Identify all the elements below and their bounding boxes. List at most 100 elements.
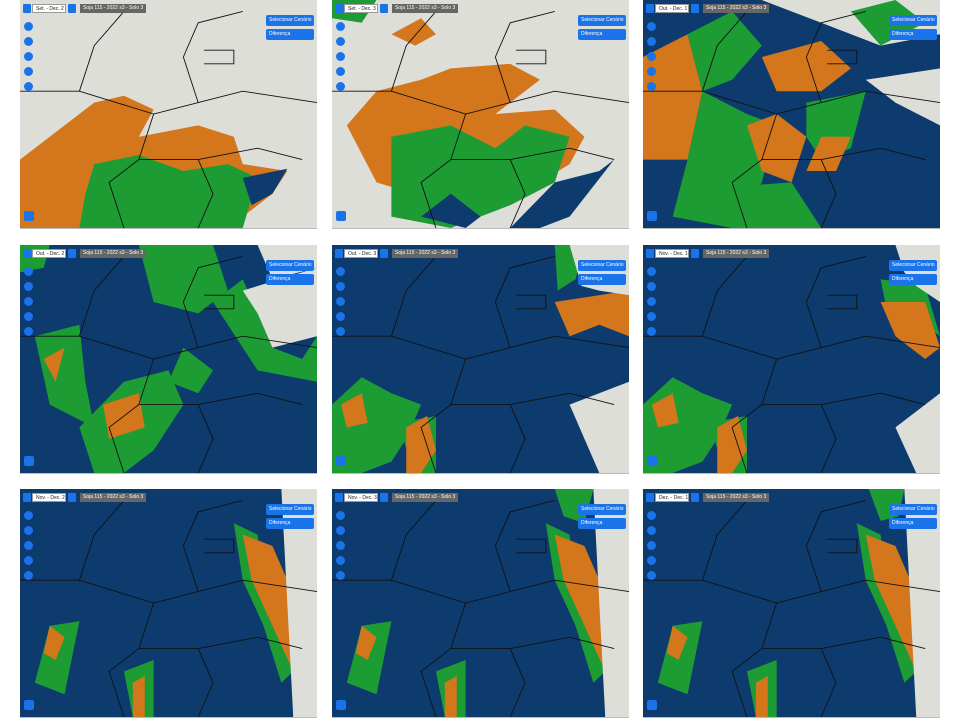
map-tool-button[interactable] — [647, 67, 656, 76]
map-tool-button[interactable] — [24, 297, 33, 306]
map-tool-button[interactable] — [336, 327, 345, 336]
action-button[interactable]: Diferença — [578, 518, 626, 529]
chat-button[interactable] — [647, 211, 657, 221]
period-select[interactable]: Set. - Dec. 2 — [32, 4, 66, 13]
next-button[interactable] — [691, 249, 699, 258]
action-button[interactable]: Diferença — [889, 29, 937, 40]
prev-button[interactable] — [646, 493, 654, 502]
action-button[interactable]: Diferença — [889, 274, 937, 285]
action-button[interactable]: Selecionar Cenário — [578, 15, 626, 26]
map-tool-button[interactable] — [336, 526, 345, 535]
prev-button[interactable] — [646, 4, 654, 13]
prev-button[interactable] — [23, 249, 31, 258]
chat-button[interactable] — [336, 700, 346, 710]
map-tool-button[interactable] — [336, 82, 345, 91]
map-tool-button[interactable] — [647, 556, 656, 565]
prev-button[interactable] — [23, 493, 31, 502]
next-button[interactable] — [380, 493, 388, 502]
action-button[interactable]: Diferença — [266, 274, 314, 285]
action-button[interactable]: Diferença — [578, 29, 626, 40]
map-tool-button[interactable] — [24, 312, 33, 321]
chat-button[interactable] — [647, 456, 657, 466]
map-tool-button[interactable] — [647, 541, 656, 550]
period-select[interactable]: Out. - Dec. 1 — [655, 4, 689, 13]
next-button[interactable] — [68, 493, 76, 502]
map-tool-button[interactable] — [24, 556, 33, 565]
period-select[interactable]: Out. - Dec. 3 — [344, 249, 378, 258]
map-tool-button[interactable] — [647, 82, 656, 91]
map-tool-button[interactable] — [647, 22, 656, 31]
chat-button[interactable] — [24, 211, 34, 221]
map-tool-button[interactable] — [24, 37, 33, 46]
prev-button[interactable] — [23, 4, 31, 13]
map-tool-button[interactable] — [647, 571, 656, 580]
map-tool-button[interactable] — [24, 282, 33, 291]
chat-button[interactable] — [647, 700, 657, 710]
map-tool-button[interactable] — [336, 67, 345, 76]
map-tool-button[interactable] — [24, 267, 33, 276]
period-select[interactable]: Out. - Dec. 2 — [32, 249, 66, 258]
chat-button[interactable] — [24, 456, 34, 466]
prev-button[interactable] — [335, 4, 343, 13]
map-tool-button[interactable] — [647, 327, 656, 336]
map-tool-button[interactable] — [647, 282, 656, 291]
map-tool-button[interactable] — [24, 526, 33, 535]
action-button[interactable]: Selecionar Cenário — [578, 504, 626, 515]
action-button[interactable]: Selecionar Cenário — [266, 504, 314, 515]
map-tool-button[interactable] — [336, 267, 345, 276]
map-tool-button[interactable] — [336, 556, 345, 565]
map-tool-button[interactable] — [336, 297, 345, 306]
period-select[interactable]: Nov. - Dec. 1 — [655, 249, 689, 258]
period-select[interactable]: Set. - Dec. 3 — [344, 4, 378, 13]
action-button[interactable]: Diferença — [266, 518, 314, 529]
map-tool-button[interactable] — [336, 541, 345, 550]
prev-button[interactable] — [335, 493, 343, 502]
map-tool-button[interactable] — [336, 22, 345, 31]
map[interactable] — [332, 489, 629, 717]
map-tool-button[interactable] — [24, 327, 33, 336]
map[interactable] — [643, 0, 940, 228]
action-button[interactable]: Selecionar Cenário — [889, 504, 937, 515]
action-button[interactable]: Selecionar Cenário — [889, 15, 937, 26]
period-select[interactable]: Dez. - Dec. 1 — [655, 493, 689, 502]
map-tool-button[interactable] — [24, 52, 33, 61]
next-button[interactable] — [691, 493, 699, 502]
map-tool-button[interactable] — [24, 571, 33, 580]
prev-button[interactable] — [335, 249, 343, 258]
next-button[interactable] — [380, 249, 388, 258]
next-button[interactable] — [380, 4, 388, 13]
next-button[interactable] — [68, 249, 76, 258]
action-button[interactable]: Diferença — [578, 274, 626, 285]
action-button[interactable]: Diferença — [266, 29, 314, 40]
map-tool-button[interactable] — [336, 571, 345, 580]
action-button[interactable]: Selecionar Cenário — [578, 260, 626, 271]
map-tool-button[interactable] — [24, 82, 33, 91]
next-button[interactable] — [691, 4, 699, 13]
map-tool-button[interactable] — [647, 526, 656, 535]
map-tool-button[interactable] — [336, 511, 345, 520]
map-tool-button[interactable] — [647, 297, 656, 306]
map-tool-button[interactable] — [647, 52, 656, 61]
map-tool-button[interactable] — [336, 312, 345, 321]
map-tool-button[interactable] — [24, 541, 33, 550]
map-tool-button[interactable] — [647, 37, 656, 46]
map[interactable] — [20, 489, 317, 717]
map-tool-button[interactable] — [647, 267, 656, 276]
prev-button[interactable] — [646, 249, 654, 258]
period-select[interactable]: Nov. - Dec. 2 — [32, 493, 66, 502]
chat-button[interactable] — [24, 700, 34, 710]
action-button[interactable]: Diferença — [889, 518, 937, 529]
chat-button[interactable] — [336, 211, 346, 221]
period-select[interactable]: Nov. - Dec. 3 — [344, 493, 378, 502]
next-button[interactable] — [68, 4, 76, 13]
map-tool-button[interactable] — [336, 282, 345, 291]
chat-button[interactable] — [336, 456, 346, 466]
map-tool-button[interactable] — [647, 312, 656, 321]
map-tool-button[interactable] — [24, 67, 33, 76]
map-tool-button[interactable] — [336, 52, 345, 61]
map-tool-button[interactable] — [647, 511, 656, 520]
map-tool-button[interactable] — [24, 511, 33, 520]
map-tool-button[interactable] — [336, 37, 345, 46]
action-button[interactable]: Selecionar Cenário — [266, 15, 314, 26]
map-tool-button[interactable] — [24, 22, 33, 31]
